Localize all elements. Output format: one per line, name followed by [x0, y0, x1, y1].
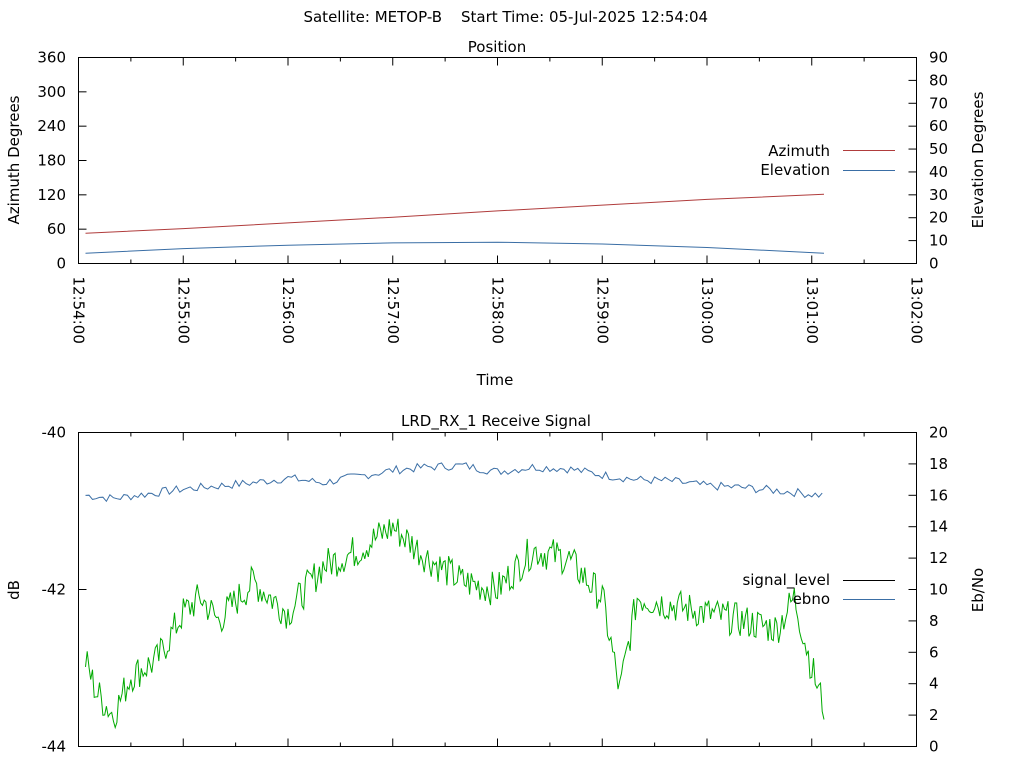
- legend-label-azimuth: Azimuth: [768, 142, 830, 160]
- azimuth-line: [85, 193, 825, 234]
- signal-ylabel: dB: [5, 580, 23, 600]
- position-y2tick-label: 20: [929, 209, 948, 227]
- legend-label-elevation: Elevation: [760, 161, 830, 179]
- signal-y2tick-label: 10: [929, 581, 948, 599]
- position-y2tick-label: 90: [929, 49, 948, 67]
- position-ytick-label: 0: [56, 255, 66, 273]
- signal-y2tick-label: 0: [929, 738, 939, 756]
- signal-y2label: Eb/No: [969, 568, 987, 612]
- signal-plot-frame: [78, 432, 917, 747]
- position-ytick-label: 240: [37, 117, 66, 135]
- signal-y2tick-label: 14: [929, 518, 948, 536]
- signal-y2tick-label: 8: [929, 612, 939, 630]
- signal-ytick-label: -42: [42, 581, 67, 599]
- position-y2tick-label: 30: [929, 186, 948, 204]
- legend-label-signal-level: signal_level: [742, 571, 830, 590]
- position-title: Position: [468, 38, 526, 56]
- position-y2label: Elevation Degrees: [969, 91, 987, 228]
- position-xtick-label: 13:01:00: [803, 277, 821, 344]
- position-y2tick-label: 10: [929, 232, 948, 250]
- position-legend: Azimuth Elevation: [760, 142, 895, 179]
- position-ylabel: Azimuth Degrees: [5, 95, 23, 224]
- signal-y2tick-label: 20: [929, 424, 948, 442]
- position-ytick-label: 360: [37, 49, 66, 67]
- signal-legend: signal_level ebno: [742, 571, 895, 608]
- start-time-label: Start Time: 05-Jul-2025 12:54:04: [461, 8, 708, 26]
- position-y2tick-label: 80: [929, 71, 948, 89]
- position-xtick-label: 12:54:00: [70, 277, 88, 344]
- position-y2tick-label: 70: [929, 94, 948, 112]
- position-y2tick-label: 50: [929, 140, 948, 158]
- position-ytick-label: 300: [37, 83, 66, 101]
- position-xtick-label: 12:59:00: [593, 277, 611, 344]
- signal-trace-line: [85, 518, 825, 730]
- position-ytick-label: 180: [37, 152, 66, 170]
- signal-title: LRD_RX_1 Receive Signal: [401, 412, 591, 431]
- position-xtick-label: 12:55:00: [174, 277, 192, 344]
- signal-ytick-label: -40: [42, 424, 67, 442]
- position-ytick-label: 120: [37, 186, 66, 204]
- position-xtick-label: 12:58:00: [489, 277, 507, 344]
- signal-y2tick-label: 16: [929, 486, 948, 504]
- signal-ytick-label: -44: [42, 738, 67, 756]
- position-y2tick-label: 60: [929, 117, 948, 135]
- elevation-line: [85, 241, 825, 254]
- signal-y2tick-label: 4: [929, 675, 939, 693]
- position-xtick-label: 12:57:00: [384, 277, 402, 344]
- position-chart: Position 0 60 120 180 240 300 360 0 10 20 30 40 50 60…: [5, 38, 987, 389]
- signal-y2tick-label: 12: [929, 549, 948, 567]
- signal-y2tick-label: 2: [929, 706, 939, 724]
- satellite-label: Satellite: METOP-B: [303, 8, 442, 26]
- signal-chart: LRD_RX_1 Receive Signal -44 -42 -40 0 2 4 6 8 10…: [5, 412, 987, 756]
- position-y2tick-label: 40: [929, 163, 948, 181]
- signal-y2tick-label: 18: [929, 455, 948, 473]
- position-xtick-label: 13:00:00: [698, 277, 716, 344]
- position-xlabel: Time: [476, 371, 514, 389]
- position-y2tick-label: 0: [929, 255, 939, 273]
- position-xtick-label: 12:56:00: [279, 277, 297, 344]
- position-xtick-label: 13:02:00: [908, 277, 926, 344]
- position-ytick-label: 60: [47, 220, 66, 238]
- legend-label-ebno: ebno: [793, 590, 830, 608]
- ebno-line: [85, 462, 823, 503]
- signal-y2tick-label: 6: [929, 643, 939, 661]
